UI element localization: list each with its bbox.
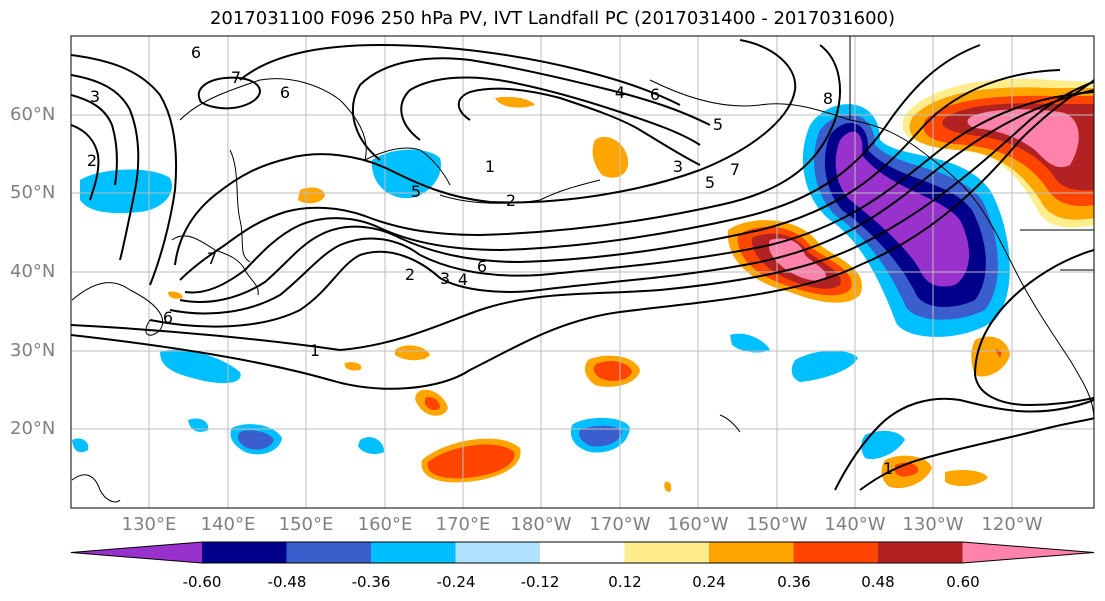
coastlines (71, 36, 1094, 503)
colorbar-label: 0.24 (692, 573, 726, 591)
contour-label: 1 (883, 459, 893, 478)
contour-label: 5 (705, 173, 715, 192)
colorbar-swatch (455, 542, 541, 563)
colorbar-swatch (709, 542, 794, 563)
colorbar-swatch (878, 542, 963, 563)
colorbar-label: 0.36 (777, 573, 811, 591)
contour-label: 1 (310, 341, 320, 360)
lon-tick-label: 150°W (746, 514, 808, 535)
contour-label: 6 (477, 257, 487, 276)
colorbar-label: 0.12 (608, 573, 642, 591)
colorbar-extension-min (71, 542, 202, 563)
contour-label: 7 (207, 249, 217, 268)
lon-tick-label: 180°W (510, 514, 572, 535)
contour-label: 1 (485, 157, 495, 176)
contour-label: 5 (713, 115, 723, 134)
contour-label-group: 6 7 3 2 6 5 1 2 3 4 5 6 7 8 5 4 3 2 6 7 … (87, 43, 893, 478)
contour-label: 6 (650, 85, 660, 104)
colorbar-label: -0.36 (351, 573, 391, 591)
colorbar-swatch (202, 542, 287, 563)
lon-tick-label: 170°E (435, 514, 491, 535)
lon-tick-label: 160°E (357, 514, 413, 535)
lon-tick-label: 130°W (902, 514, 964, 535)
colorbar-extension-max (962, 542, 1094, 563)
lat-tick-label: 20°N (10, 418, 56, 439)
contour-label: 6 (280, 83, 290, 102)
contour-label: 7 (231, 68, 241, 87)
contour-label: 2 (405, 265, 415, 284)
contour-label: 3 (440, 269, 450, 288)
lon-tick-label: 130°E (121, 514, 177, 535)
lon-tick-label: 120°W (981, 514, 1043, 535)
lat-tick-label: 50°N (10, 182, 56, 203)
plot-area: 6 7 3 2 6 5 1 2 3 4 5 6 7 8 5 4 3 2 6 7 … (71, 36, 1094, 508)
lon-tick-label: 150°E (278, 514, 334, 535)
contour-label: 6 (163, 308, 173, 327)
lon-tick-label: 170°W (589, 514, 651, 535)
lon-tick-label: 160°W (667, 514, 729, 535)
colorbar-swatch (540, 542, 625, 563)
map-title: 2017031100 F096 250 hPa PV, IVT Landfall… (209, 8, 896, 29)
colorbar-label: -0.60 (182, 573, 222, 591)
contour-label: 7 (730, 160, 740, 179)
colorbar-label: -0.24 (436, 573, 476, 591)
lat-tick-label: 30°N (10, 340, 56, 361)
contour-label: 2 (506, 191, 516, 210)
contour-label: 4 (615, 83, 625, 102)
positive-anomaly-central-pacific (727, 220, 862, 303)
colorbar-label: -0.48 (267, 573, 307, 591)
colorbar-swatch (371, 542, 456, 563)
lat-tick-label: 60°N (10, 104, 56, 125)
colorbar-label: -0.12 (520, 573, 560, 591)
contour-label: 3 (90, 87, 100, 106)
contour-label: 4 (458, 270, 468, 289)
lon-tick-label: 140°E (200, 514, 256, 535)
lat-tick-label: 40°N (10, 261, 56, 282)
contour-label: 8 (823, 89, 833, 108)
contour-label: 2 (87, 151, 97, 170)
plot-frame (70, 35, 1095, 509)
colorbar-swatch (793, 542, 879, 563)
colorbar-outline (70, 541, 1095, 564)
colorbar-label: 0.48 (861, 573, 895, 591)
colorbar-swatch (286, 542, 372, 563)
contour-label: 6 (191, 43, 201, 62)
positive-anomaly-northwest-america (902, 78, 1094, 228)
lon-tick-label: 140°W (824, 514, 886, 535)
colorbar-swatch (624, 542, 710, 563)
colorbar-label: 0.60 (946, 573, 980, 591)
pv-contours (71, 39, 1094, 491)
contour-label: 3 (673, 157, 683, 176)
colorbar (70, 541, 1095, 564)
contour-label: 5 (411, 182, 421, 201)
